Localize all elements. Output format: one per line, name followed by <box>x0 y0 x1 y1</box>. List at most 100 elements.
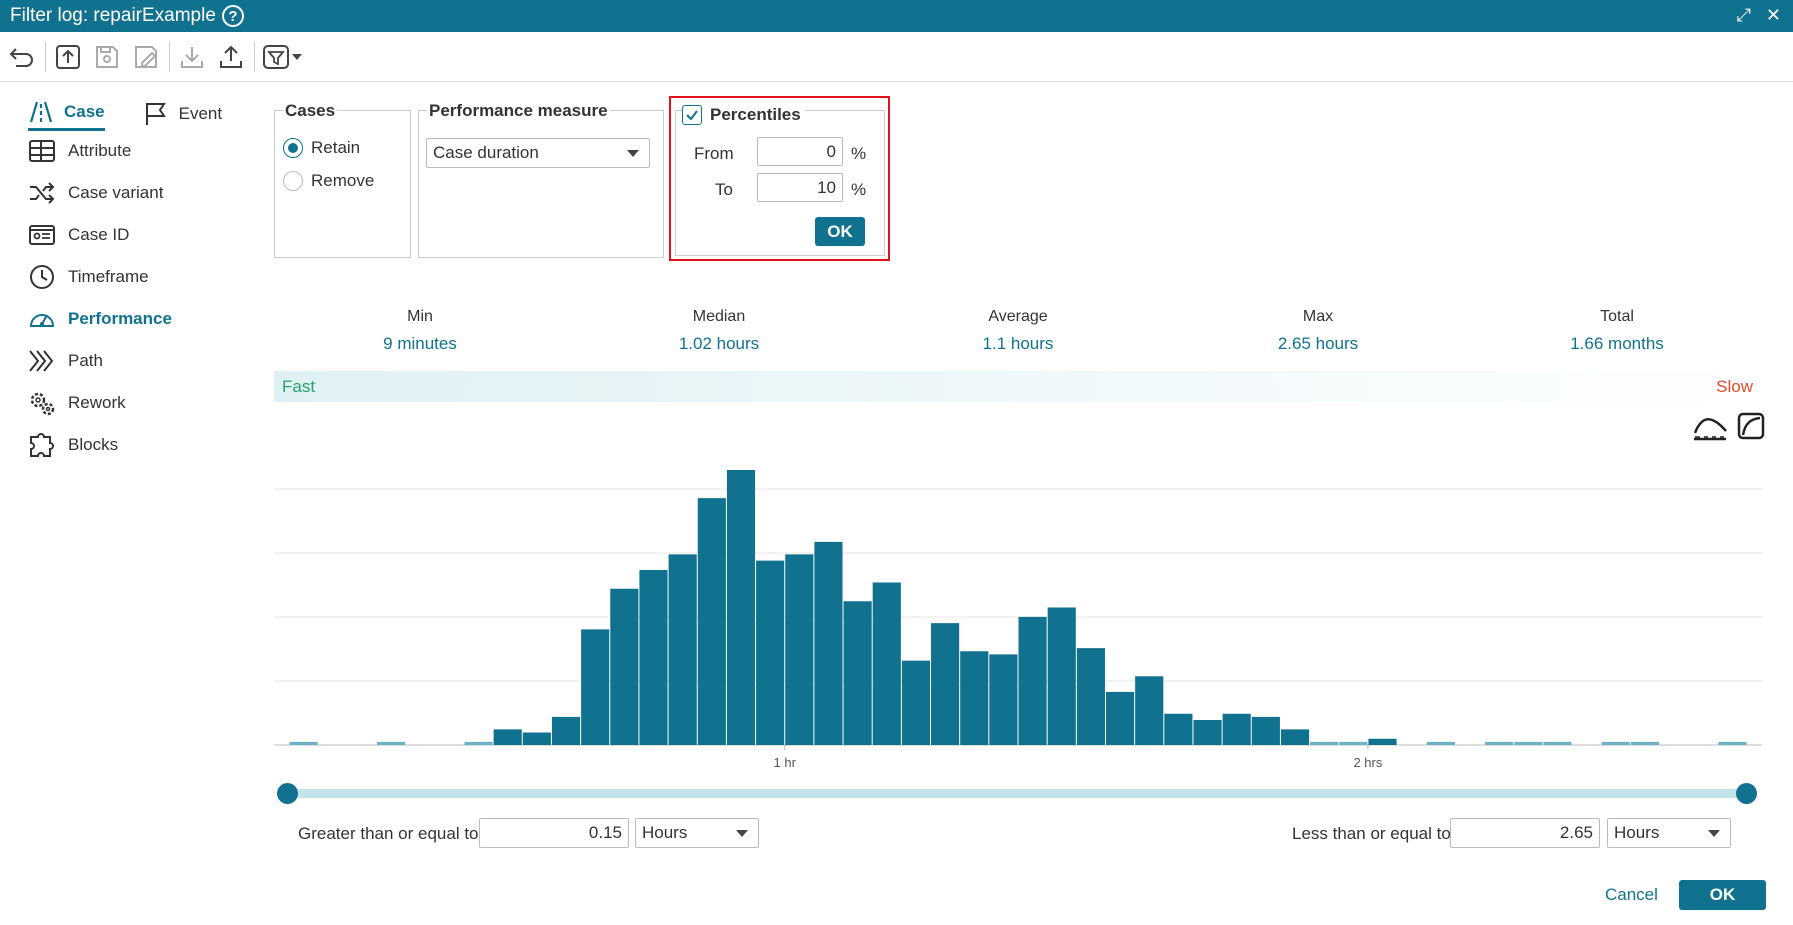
histogram-bar <box>1310 741 1339 745</box>
performance-measure-legend: Performance measure <box>427 101 610 121</box>
stat-label: Average <box>988 308 1048 325</box>
close-icon[interactable]: ✕ <box>1765 5 1781 25</box>
sidebar-item-label: Path <box>68 351 103 370</box>
stat-label: Min <box>407 308 433 325</box>
duration-range-track[interactable] <box>287 789 1746 798</box>
from-percent-input[interactable] <box>757 137 843 166</box>
tab-case-label: Case <box>64 102 105 121</box>
expand-icon[interactable]: ⤢ <box>1736 5 1751 25</box>
sidebar-item-case-id[interactable]: Case ID <box>28 221 129 249</box>
fast-label: Fast <box>282 376 316 396</box>
cumulative-chart-icon[interactable] <box>1737 411 1765 441</box>
histogram-bar <box>960 651 989 745</box>
histogram-bar <box>1339 741 1368 745</box>
stat-label: Total <box>1600 308 1634 325</box>
export-icon[interactable] <box>215 41 247 73</box>
retain-radio[interactable] <box>283 138 303 158</box>
sidebar-item-blocks[interactable]: Blocks <box>28 431 118 459</box>
stat-value: 9 minutes <box>383 334 457 353</box>
sidebar-item-label: Rework <box>68 393 126 412</box>
sidebar-item-attribute[interactable]: Attribute <box>28 137 131 165</box>
chevron-down-icon <box>736 830 748 837</box>
histogram-bar <box>931 623 960 745</box>
ge-unit-select[interactable]: Hours <box>635 818 759 848</box>
percentiles-toggle[interactable]: Percentiles <box>682 105 805 125</box>
save-as-icon[interactable] <box>130 41 162 73</box>
stat-value: 1.66 months <box>1570 334 1664 353</box>
toolbar-divider <box>169 41 170 72</box>
histogram-bar <box>1543 741 1572 745</box>
toolbar-divider <box>45 41 46 72</box>
sidebar-item-label: Attribute <box>68 141 132 160</box>
retain-label: Retain <box>311 138 361 157</box>
gauge-icon <box>29 314 55 327</box>
performance-measure-value: Case duration <box>433 143 539 162</box>
histogram-bar <box>726 470 756 745</box>
percentiles-ok-button[interactable]: OK <box>815 217 865 246</box>
cases-legend: Cases <box>283 101 338 121</box>
upload-icon[interactable] <box>52 41 84 73</box>
stat-average: Average 1.1 hours <box>928 308 1108 354</box>
histogram-bar <box>551 716 581 745</box>
histogram-bar <box>785 554 814 745</box>
x-tick-label: 2 hrs <box>1353 755 1382 770</box>
question-icon[interactable]: ? <box>221 5 244 27</box>
speed-gradient-bar: Fast Slow <box>274 371 1761 402</box>
le-label: Less than or equal to <box>1292 824 1451 843</box>
chevron-down-icon <box>627 150 639 157</box>
save-icon[interactable] <box>91 41 123 73</box>
histogram-bar <box>610 588 639 745</box>
sidebar-item-label: Blocks <box>68 435 119 454</box>
performance-measure-select[interactable]: Case duration <box>426 138 650 168</box>
window-title: Filter log: repairExample <box>10 5 216 26</box>
check-icon <box>686 110 698 121</box>
range-min-handle[interactable] <box>277 783 298 804</box>
sidebar-item-path[interactable]: Path <box>28 347 103 375</box>
ge-value-input[interactable] <box>479 818 629 848</box>
download-icon[interactable] <box>176 41 208 73</box>
range-max-handle[interactable] <box>1736 783 1757 804</box>
stat-label: Median <box>692 308 746 325</box>
histogram-bar <box>376 741 406 745</box>
tab-event[interactable]: Event <box>143 100 222 131</box>
curve-area-icon[interactable] <box>1692 411 1728 441</box>
histogram-bar <box>1485 741 1514 745</box>
le-unit-select[interactable]: Hours <box>1607 818 1731 848</box>
to-percent-input[interactable] <box>757 173 843 202</box>
puzzle-icon <box>30 433 54 457</box>
sidebar-item-case-variant[interactable]: Case variant <box>28 179 163 207</box>
sidebar-item-timeframe[interactable]: Timeframe <box>28 263 149 291</box>
retain-option[interactable]: Retain <box>283 138 360 158</box>
undo-icon[interactable] <box>6 41 38 73</box>
cancel-button[interactable]: Cancel <box>1605 885 1658 904</box>
remove-radio[interactable] <box>283 171 303 191</box>
tab-event-label: Event <box>178 103 223 123</box>
id-card-icon <box>29 225 55 245</box>
histogram-bar <box>1630 741 1660 745</box>
sidebar-item-label: Case ID <box>68 225 130 244</box>
to-label: To <box>715 180 733 199</box>
tab-case[interactable]: Case <box>28 100 105 131</box>
percentiles-checkbox[interactable] <box>682 105 702 125</box>
histogram-bar <box>901 660 931 745</box>
filter-dropdown-icon[interactable] <box>261 41 305 73</box>
ok-button[interactable]: OK <box>1679 880 1766 910</box>
histogram-bar <box>1193 720 1222 745</box>
stat-value: 1.02 hours <box>678 334 760 353</box>
histogram-bar <box>1280 729 1310 745</box>
sidebar-item-performance[interactable]: Performance <box>28 305 172 333</box>
stat-label: Max <box>1302 308 1334 325</box>
histogram-bar <box>1047 607 1076 745</box>
histogram-bar <box>1135 676 1164 745</box>
histogram-bar <box>1718 741 1747 745</box>
window-titlebar: Filter log: repairExample ? ⤢ ✕ <box>0 0 1793 32</box>
stat-max: Max 2.65 hours <box>1228 308 1408 354</box>
case-icon <box>29 101 53 123</box>
remove-option[interactable]: Remove <box>283 171 374 191</box>
histogram-bar <box>581 629 610 745</box>
clock-icon <box>30 265 54 289</box>
stat-median: Median 1.02 hours <box>629 308 809 354</box>
x-tick-label: 1 hr <box>774 755 797 770</box>
sidebar-item-rework[interactable]: Rework <box>28 389 126 417</box>
le-value-input[interactable] <box>1450 818 1600 848</box>
